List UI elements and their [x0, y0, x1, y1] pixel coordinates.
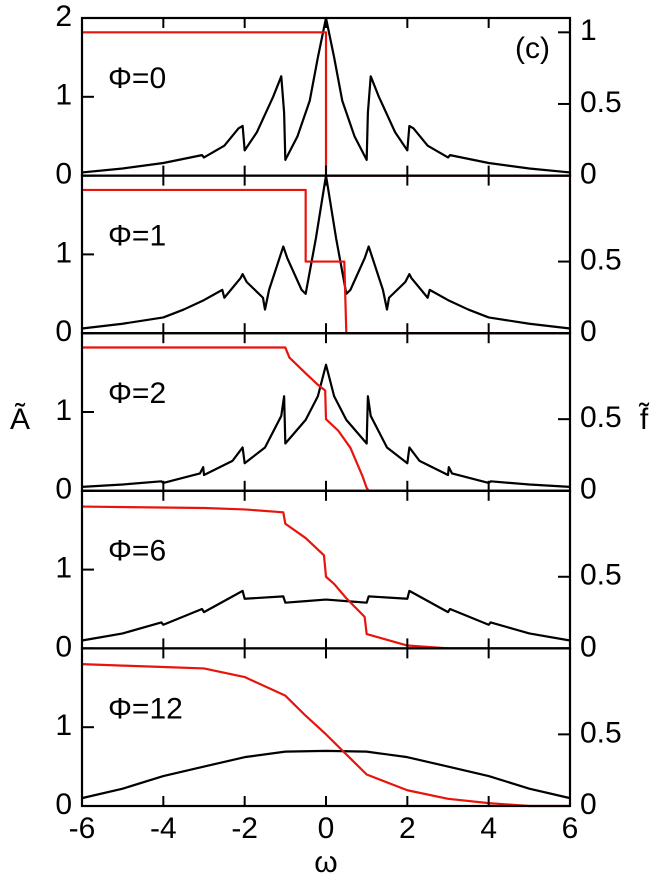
x-axis-label: ω: [314, 846, 337, 879]
y-tick-label: 2: [55, 0, 72, 33]
y-tick-label: 1: [55, 394, 72, 427]
y-tick-label: 1: [55, 552, 72, 585]
x-tick-label: 4: [480, 812, 497, 845]
y2-tick-label: 0: [580, 788, 597, 821]
y-tick-label: 1: [55, 236, 72, 269]
y2-tick-label: 0.5: [580, 243, 622, 276]
y2-tick-label: 0: [580, 158, 597, 191]
y-axis-label: Ã: [10, 402, 30, 436]
panel-frame: [80, 647, 572, 808]
y2-tick-label: 0: [580, 473, 597, 506]
y2-tick-label: 0: [580, 315, 597, 348]
annotation: Φ=0: [108, 62, 166, 95]
annotation: Φ=2: [108, 377, 166, 410]
y2-tick-label: 0.5: [580, 559, 622, 592]
y-tick-label: 0: [55, 158, 72, 191]
y-tick-label: 1: [55, 709, 72, 742]
data-line: [81, 749, 571, 800]
x-tick-label: 2: [399, 812, 416, 845]
x-tick-label: -4: [150, 812, 177, 845]
x-tick-label: -2: [231, 812, 258, 845]
data-line: [82, 31, 570, 177]
y2-tick-label: 0: [580, 630, 597, 663]
x-tick-label: 0: [318, 812, 335, 845]
data-line: [81, 589, 571, 642]
x-tick-label: -6: [69, 812, 96, 845]
y2-tick-label: 0.5: [580, 86, 622, 119]
annotation: Φ=12: [108, 692, 183, 725]
panel-frame: [80, 174, 572, 335]
annotation: Φ=6: [108, 535, 166, 568]
y-tick-label: 1: [55, 79, 72, 112]
y2-tick-label: 0.5: [580, 716, 622, 749]
data-line: [81, 363, 571, 488]
y2-tick-label: 0.5: [580, 401, 622, 434]
data-line: [81, 663, 570, 808]
y-tick-label: 0: [55, 315, 72, 348]
x-tick-label: 6: [562, 812, 579, 845]
annotation: Φ=1: [108, 220, 166, 253]
data-line: [81, 505, 570, 650]
y-tick-label: 0: [55, 630, 72, 663]
data-line: [82, 346, 570, 492]
y-tick-label: 0: [55, 788, 72, 821]
data-line: [82, 188, 570, 335]
y2-tick-label: 1: [580, 14, 597, 47]
y2-axis-label: f̃: [638, 403, 650, 436]
panel-label: (c): [515, 32, 550, 65]
y-tick-label: 0: [55, 473, 72, 506]
